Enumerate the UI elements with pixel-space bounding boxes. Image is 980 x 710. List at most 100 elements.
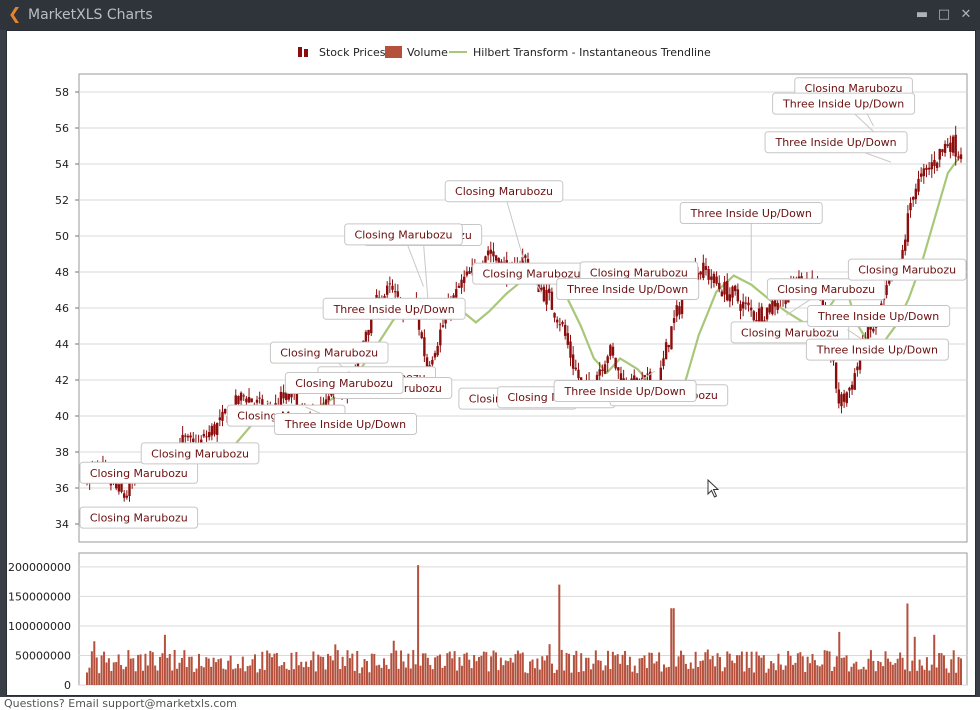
candle-body [739, 304, 742, 311]
volume-bar [704, 652, 707, 685]
pattern-annotation[interactable]: Three Inside Up/Down [556, 278, 700, 300]
volume-bar [543, 660, 546, 685]
candle-body [768, 304, 771, 313]
volume-bar [400, 650, 403, 685]
volume-bar [957, 657, 960, 685]
candle-body [258, 397, 261, 399]
annotation-box [766, 278, 886, 301]
legend-item-volume[interactable]: Volume [385, 46, 448, 59]
annotation-label: Three Inside Up/Down [774, 136, 896, 149]
volume-bar [448, 651, 451, 685]
volume-bar [490, 656, 493, 685]
pattern-annotation[interactable]: Closing Marubozu [766, 278, 886, 316]
mouse-cursor-icon [707, 479, 720, 498]
back-arrow-icon[interactable]: ❮ [8, 4, 22, 23]
candle-body [672, 318, 676, 323]
volume-bar [770, 661, 773, 685]
pattern-annotation[interactable]: Closing Marubozu [269, 341, 389, 375]
legend-item-stock-prices[interactable]: Stock Prices [298, 46, 386, 59]
volume-bar [512, 662, 515, 685]
candle-body [128, 480, 131, 497]
volume-bar [558, 584, 561, 685]
volume-bar [434, 657, 437, 685]
volume-bar [626, 665, 629, 685]
annotation-label: Three Inside Up/Down [817, 310, 939, 323]
volume-bar [687, 668, 690, 685]
pattern-annotation[interactable]: Three Inside Up/Down [807, 305, 951, 327]
price-tick-label: 48 [55, 266, 69, 279]
pattern-annotation[interactable]: Three Inside Up/Down [322, 297, 466, 320]
candle-body [710, 276, 713, 280]
volume-bar [716, 653, 719, 685]
volume-bar [594, 650, 597, 685]
volume-bar [246, 666, 249, 685]
volume-bar [244, 671, 247, 685]
volume-bar [757, 655, 760, 685]
candle-body [423, 337, 426, 357]
pattern-annotation[interactable]: Closing Marubozu [444, 180, 564, 262]
pattern-annotation[interactable]: Closing Marubozu [344, 223, 463, 287]
volume-bar [921, 665, 924, 685]
annotation-label: Closing Marubozu [805, 82, 903, 95]
volume-bar [346, 650, 349, 685]
annotation-label: Closing Marubozu [355, 228, 453, 241]
legend-item-trendline[interactable]: Hilbert Transform - Instantaneous Trendl… [449, 46, 711, 59]
pattern-annotation[interactable]: Closing Marubozu [140, 442, 260, 465]
volume-bar [305, 661, 308, 685]
pattern-annotation[interactable]: Three Inside Up/Down [274, 406, 417, 435]
volume-bar [117, 654, 120, 685]
volume-bar [787, 650, 790, 685]
pattern-annotation[interactable]: Three Inside Up/Down [805, 329, 949, 361]
pattern-annotation[interactable]: Three Inside Up/Down [764, 131, 908, 163]
volume-bar [806, 656, 809, 685]
volume-bar [755, 651, 758, 685]
price-tick-label: 46 [55, 302, 69, 315]
annotation-box [322, 297, 466, 320]
chart-area: Stock Prices Volume Hilbert Transform - … [6, 30, 976, 696]
candle-body [752, 311, 755, 321]
volume-bar [614, 655, 617, 685]
volume-bar [616, 654, 619, 685]
maximize-icon[interactable]: □ [937, 7, 951, 22]
volume-bar [852, 663, 855, 685]
pattern-annotation[interactable]: Closing Marubozu [730, 321, 850, 344]
volume-bar [835, 656, 838, 685]
pattern-annotation[interactable]: Three Inside Up/Down [553, 370, 697, 402]
candle-body [842, 393, 846, 402]
volume-bar [916, 670, 919, 685]
candle-body [492, 251, 495, 257]
volume-bar [412, 650, 415, 685]
pattern-annotation[interactable]: Closing Marubozu [847, 258, 967, 281]
volume-bar [818, 666, 821, 685]
volume-bar [636, 673, 639, 685]
candle-body [840, 394, 843, 407]
candle-body [935, 162, 939, 168]
pattern-annotation[interactable]: Three Inside Up/Down [679, 202, 823, 282]
volume-bar [356, 650, 359, 685]
pattern-annotation[interactable]: Closing Marubozu [284, 370, 404, 394]
volume-bar [402, 661, 405, 685]
volume-bar [777, 653, 780, 685]
candle-body [755, 320, 758, 322]
volume-bar [380, 667, 383, 685]
pattern-annotation[interactable]: Three Inside Up/Down [772, 92, 916, 132]
volume-bar [833, 666, 836, 685]
pattern-annotation[interactable]: Closing Marubozu [79, 461, 199, 484]
pattern-annotation[interactable]: Closing Marubozu [79, 506, 199, 529]
minimize-icon[interactable]: ▬ [915, 7, 929, 22]
volume-bar [482, 651, 485, 685]
candle-body [765, 307, 769, 320]
close-icon[interactable]: ✕ [960, 7, 972, 22]
annotation-box [444, 180, 564, 203]
candle-body [577, 369, 580, 379]
volume-bar [463, 653, 466, 685]
volume-bar [443, 665, 446, 685]
volume-bar [339, 669, 342, 685]
price-tick-label: 38 [55, 446, 69, 459]
volume-bar [906, 603, 909, 685]
annotation-box [140, 442, 260, 465]
volume-y-axis: 0 50000000 100000000 150000000 200000000 [8, 561, 71, 692]
candle-body [245, 398, 248, 403]
candle-body [441, 325, 445, 327]
volume-bar [103, 651, 106, 685]
